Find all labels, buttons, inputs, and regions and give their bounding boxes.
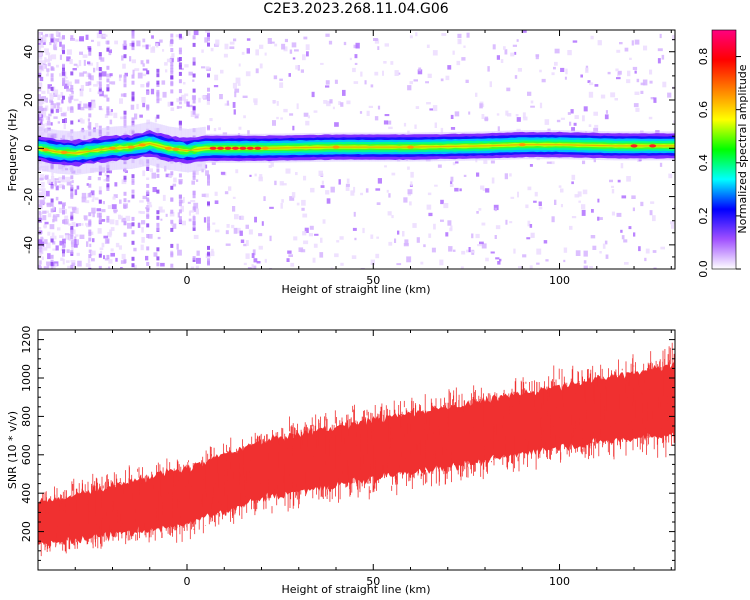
- snr-y-tick: 200: [20, 521, 33, 542]
- colorbar-tick: 0.0: [697, 260, 710, 278]
- spectrogram-y-tick: -20: [22, 188, 35, 206]
- snr-x-tick: 100: [549, 575, 570, 588]
- colorbar-ticks: 0.0 0.2 0.4 0.6 0.8: [697, 48, 741, 278]
- colorbar: 0.0 0.2 0.4 0.6 0.8 Normalized spectral ampl…: [697, 29, 749, 278]
- spectrogram-x-label: Height of straight line (km): [281, 283, 430, 296]
- spectrogram-y-tick: 0: [22, 145, 35, 152]
- snr-y-tick: 1000: [20, 364, 33, 392]
- snr-x-tick: 0: [184, 575, 191, 588]
- colorbar-tick: 0.2: [697, 207, 710, 225]
- snr-panel: 0 50 100 200 400 600 800 1000 1200 Height of str…: [6, 326, 676, 596]
- spectrogram-y-tick: -40: [22, 236, 35, 254]
- colorbar-tick: 0.8: [697, 48, 710, 66]
- snr-y-tick: 1200: [20, 326, 33, 354]
- spectrogram-axes: 0 50 100 -40 -20 0 20 40: [22, 30, 675, 287]
- spectrogram-y-label: Frequency (Hz): [6, 109, 19, 192]
- spectrogram-panel: 0 50 100 -40 -20 0 20 40 Height of straight lin…: [6, 29, 676, 296]
- snr-x-label: Height of straight line (km): [281, 583, 430, 596]
- snr-y-tick: 400: [20, 483, 33, 504]
- snr-line: [38, 342, 675, 557]
- snr-x-tick: 50: [366, 575, 380, 588]
- spectrogram-y-tick: 20: [22, 93, 35, 107]
- colorbar-frame: [711, 29, 737, 270]
- colorbar-gradient: [712, 30, 736, 269]
- snr-frame: [37, 329, 676, 571]
- snr-y-tick: 800: [20, 406, 33, 427]
- snr-y-label: SNR (10 * v/v): [6, 411, 19, 489]
- colorbar-tick: 0.4: [697, 154, 710, 172]
- snr-axes: 0 50 100 200 400 600 800 1000 1200: [20, 326, 675, 588]
- spectrogram-image: [38, 30, 675, 269]
- spectrogram-y-tick: 40: [22, 45, 35, 59]
- snr-series: [38, 342, 675, 557]
- colorbar-tick: 0.6: [697, 101, 710, 119]
- spectrogram-x-tick: 100: [549, 274, 570, 287]
- figure-title: C2E3.2023.268.11.04.G06: [263, 1, 449, 17]
- colorbar-label: Normalized spectral amplitude: [736, 64, 749, 233]
- spectrogram-band: [38, 130, 675, 167]
- snr-y-tick: 600: [20, 444, 33, 465]
- spectrogram-frame: [37, 29, 676, 270]
- spectrogram-x-tick: 50: [366, 274, 380, 287]
- spectrogram-x-tick: 0: [184, 274, 191, 287]
